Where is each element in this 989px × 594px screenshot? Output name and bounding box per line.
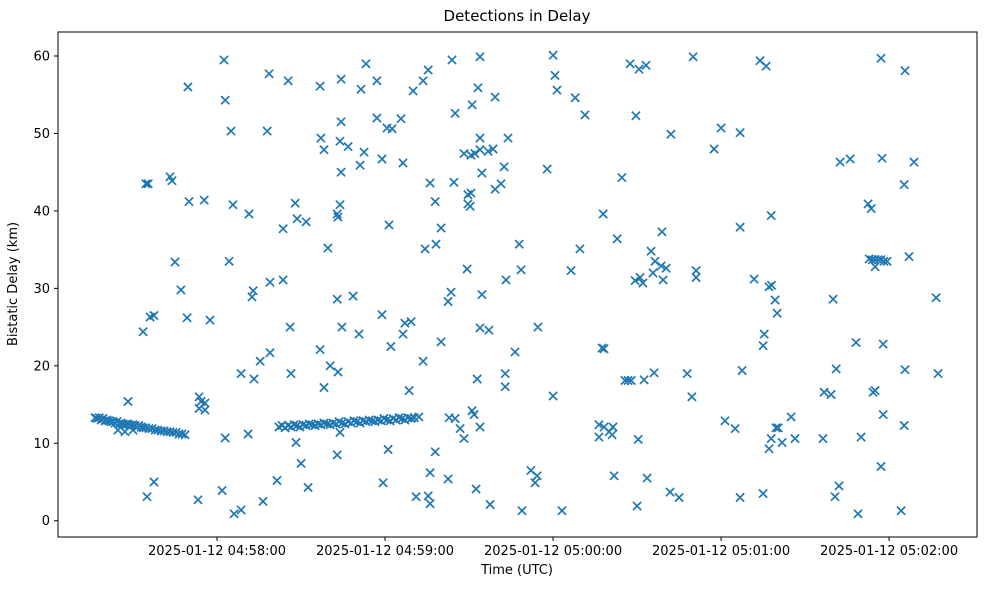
x-axis-ticks: 2025-01-12 04:58:00 2025-01-12 04:59:00 20… xyxy=(148,537,958,559)
scatter-markers xyxy=(90,50,943,519)
plot-frame xyxy=(57,31,978,538)
x-tick-label: 2025-01-12 05:01:00 xyxy=(652,544,790,559)
y-tick-label: 0 xyxy=(42,514,50,529)
x-tick-label: 2025-01-12 05:02:00 xyxy=(820,544,958,559)
y-tick-label: 30 xyxy=(33,282,50,297)
y-tick-label: 20 xyxy=(33,359,50,374)
plot-spines xyxy=(57,31,978,538)
y-tick-label: 50 xyxy=(33,127,50,142)
y-tick-label: 10 xyxy=(33,437,50,452)
x-axis-label: Time (UTC) xyxy=(480,563,553,578)
data-points xyxy=(90,50,943,519)
y-axis-label: Bistatic Delay (km) xyxy=(6,222,21,346)
y-axis-ticks: 0 10 20 30 40 50 60 xyxy=(33,50,58,529)
x-tick-label: 2025-01-12 04:59:00 xyxy=(316,544,454,559)
x-tick-label: 2025-01-12 04:58:00 xyxy=(148,544,286,559)
y-tick-label: 40 xyxy=(33,204,50,219)
x-tick-label: 2025-01-12 05:00:00 xyxy=(484,544,622,559)
chart-title: Detections in Delay xyxy=(444,7,591,25)
y-tick-label: 60 xyxy=(33,50,50,65)
